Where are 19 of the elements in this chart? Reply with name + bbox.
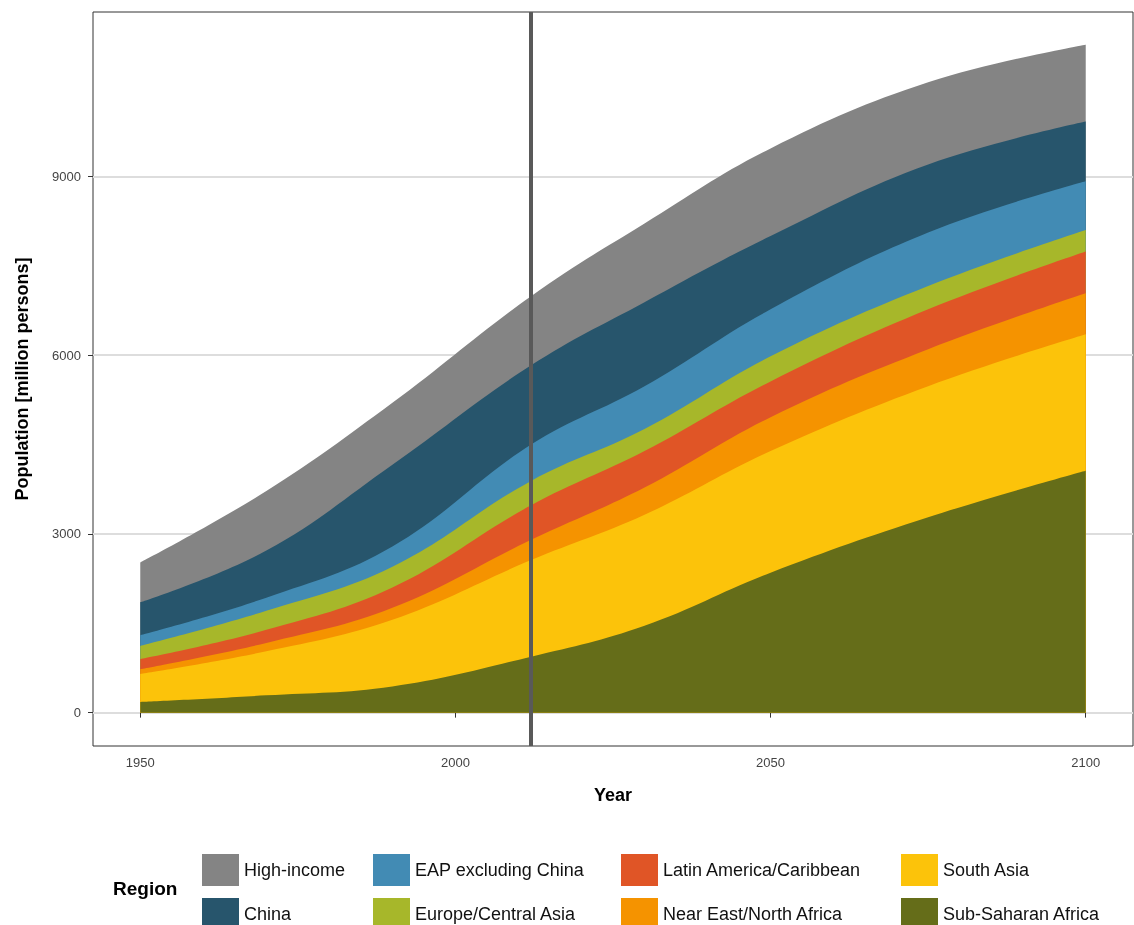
y-axis-title: Population [million persons] [12,257,32,501]
legend-title: Region [113,878,178,899]
legend-label: South Asia [943,860,1031,880]
legend-label: High-income [244,860,346,880]
legend-label: China [244,904,293,924]
x-tick-label: 2000 [440,755,470,770]
x-axis-title: Year [593,785,633,805]
x-tick-label: 2100 [1071,755,1101,770]
legend-label: EAP excluding China [415,860,585,880]
y-tick-label: 3000 [52,526,81,542]
y-tick-label: 0 [73,705,81,721]
legend-label: Near East/North Africa [663,904,844,924]
x-tick-label: 1950 [125,755,155,770]
y-tick-label: 6000 [52,347,81,363]
legend-label: Latin America/Caribbean [663,860,861,880]
legend-label: Sub-Saharan Africa [943,904,1101,924]
x-tick-label: 2050 [756,755,786,770]
legend-label: Europe/Central Asia [415,904,577,924]
y-tick-label: 9000 [52,168,81,184]
